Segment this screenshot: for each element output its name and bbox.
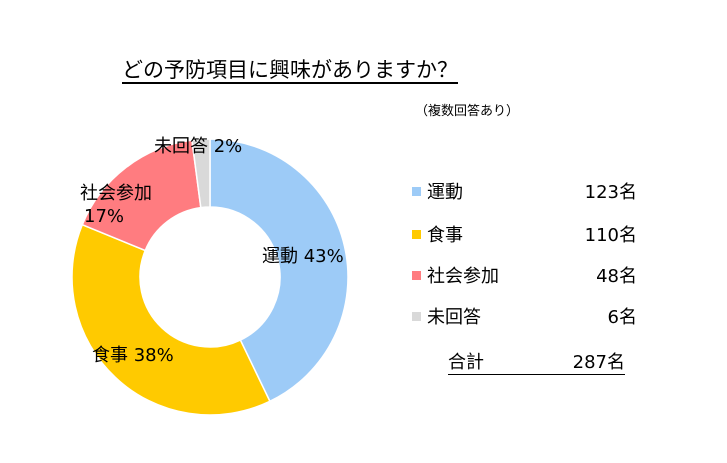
legend-name: 未回答	[427, 307, 481, 328]
donut-slices	[71, 138, 349, 416]
slice-label-2-name: 社会参加	[80, 183, 152, 204]
legend-swatch-2	[412, 271, 421, 280]
legend-name: 運動	[427, 182, 463, 203]
donut-slice-0	[209, 138, 349, 403]
slice-label-0: 運動 43%	[262, 246, 344, 267]
legend-count: 48名	[596, 266, 637, 287]
legend-swatch-0	[412, 187, 421, 196]
legend-item-1: 食事 110名	[412, 221, 637, 249]
donut-slice-1	[71, 223, 271, 416]
donut-slice-3	[191, 138, 211, 209]
total-value: 287名	[572, 352, 625, 373]
legend-item-3: 未回答 6名	[412, 303, 637, 331]
legend-swatch-1	[412, 230, 421, 239]
slice-label-2-percent: 17%	[84, 206, 124, 227]
legend-count: 6名	[607, 307, 637, 328]
legend-count: 123名	[584, 182, 637, 203]
total-label: 合計	[448, 352, 484, 373]
slice-label-3: 未回答 2%	[154, 136, 242, 157]
total-row: 合計 287名	[448, 346, 625, 375]
legend-count: 110名	[584, 225, 637, 246]
legend-name: 社会参加	[427, 266, 499, 287]
legend-swatch-3	[412, 312, 421, 321]
legend-item-0: 運動 123名	[412, 178, 637, 206]
chart-note: （複数回答あり）	[415, 104, 520, 119]
chart-title: どの予防項目に興味がありますか？	[122, 58, 458, 82]
legend-item-2: 社会参加 48名	[412, 262, 637, 290]
slice-label-1: 食事 38%	[92, 345, 174, 366]
legend-name: 食事	[427, 225, 463, 246]
